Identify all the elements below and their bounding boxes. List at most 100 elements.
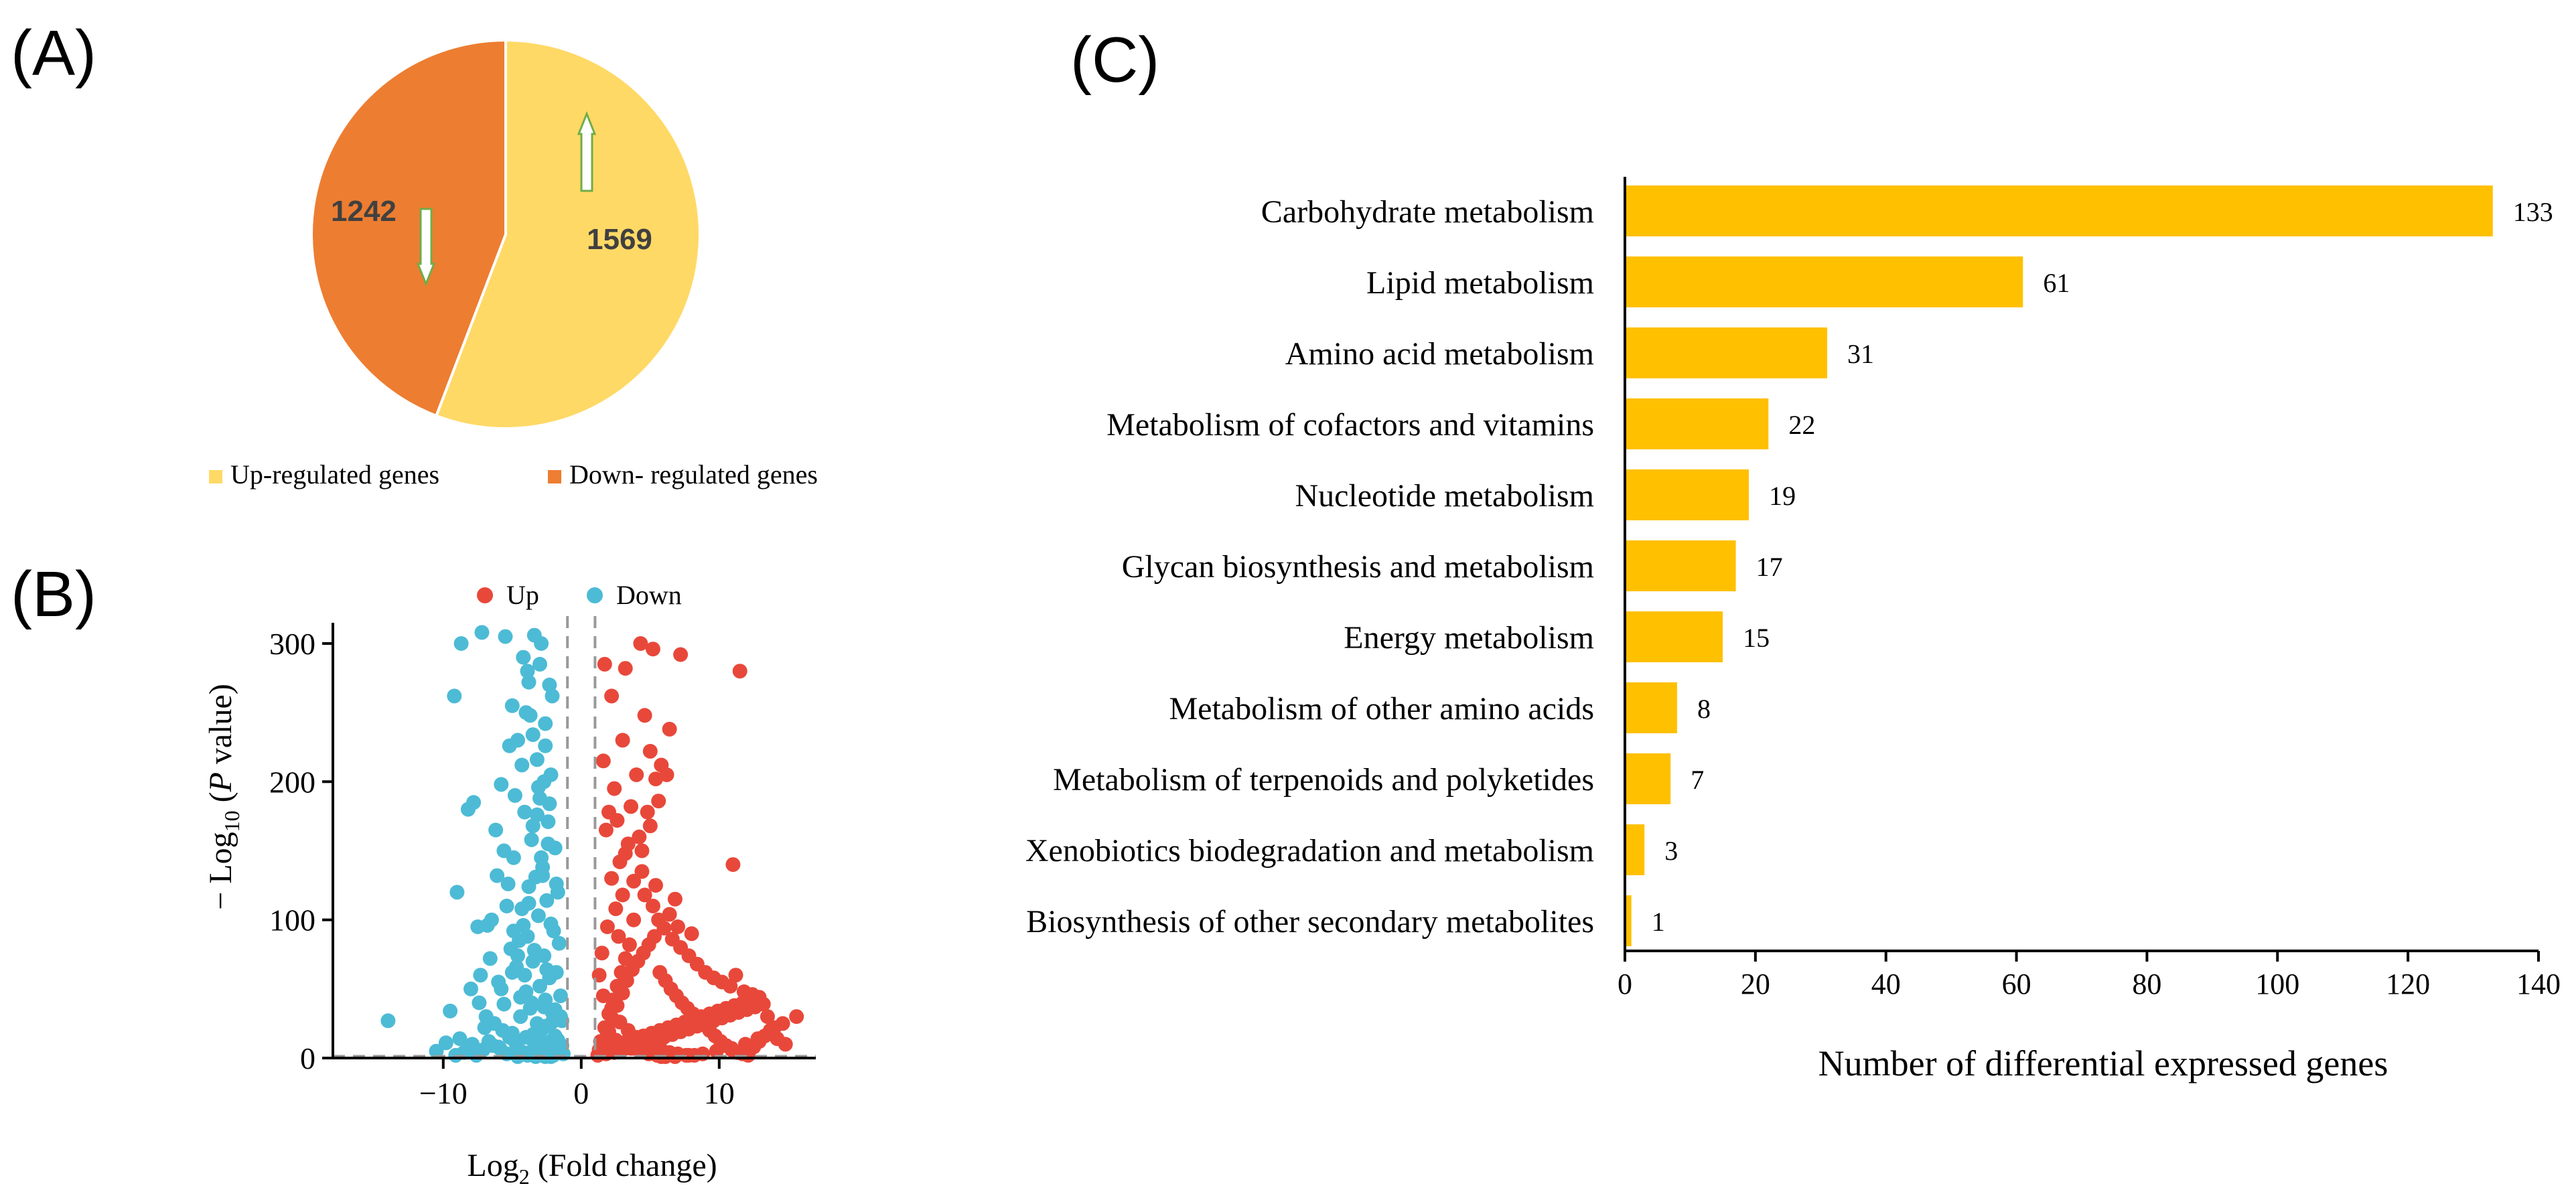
volcano-point-down xyxy=(472,995,487,1010)
volcano-point-up xyxy=(725,857,741,873)
volcano-point-up xyxy=(618,846,633,861)
volcano-y-tick-label: 200 xyxy=(269,765,315,799)
volcano-point-down xyxy=(545,688,560,704)
volcano-y-label: − Log10 (P value) xyxy=(203,684,244,910)
volcano-point-down xyxy=(453,636,469,651)
volcano-point-up xyxy=(640,804,655,820)
volcano-x-tick-label: 10 xyxy=(704,1076,735,1110)
volcano-point-up xyxy=(662,907,677,922)
bar-category-label: Metabolism of terpenoids and polyketides xyxy=(1053,762,1594,798)
bar-category-label: Metabolism of cofactors and vitamins xyxy=(1106,407,1594,443)
volcano-point-down xyxy=(498,629,513,644)
volcano-point-down xyxy=(438,1035,453,1051)
volcano-point-up xyxy=(597,656,612,672)
volcano-point-up xyxy=(633,636,648,651)
volcano-point-up xyxy=(618,951,633,966)
volcano-point-down xyxy=(525,727,541,743)
volcano-point-down xyxy=(496,996,512,1012)
volcano-point-down xyxy=(520,664,535,679)
volcano-point-up xyxy=(662,721,677,737)
pie-chart: 1569 1242 xyxy=(310,38,701,430)
bar-value-label: 15 xyxy=(1743,623,1770,653)
volcano-point-up xyxy=(634,843,650,858)
volcano-point-down xyxy=(490,868,505,883)
volcano-point-down xyxy=(447,688,462,704)
volcano-legend-up-dot xyxy=(477,587,493,603)
pie-legend: Up-regulated genes Down- regulated genes xyxy=(209,459,818,490)
volcano-point-up xyxy=(608,901,624,917)
bar xyxy=(1625,824,1645,875)
bar-chart: Carbohydrate metabolism 133 Lipid metaboli… xyxy=(1025,177,2561,1000)
legend-label-up: Up-regulated genes xyxy=(230,459,439,490)
volcano-point-down xyxy=(521,895,536,911)
volcano-point-up xyxy=(642,743,658,759)
volcano-point-up xyxy=(642,818,658,834)
volcano-point-up xyxy=(778,1037,793,1052)
volcano-point-down xyxy=(504,698,520,713)
volcano-point-down xyxy=(513,1009,528,1025)
legend-swatch-down xyxy=(548,470,561,483)
volcano-point-down xyxy=(538,738,553,753)
pie-slice-down xyxy=(310,38,507,418)
volcano-point-up xyxy=(645,899,660,913)
volcano-point-up xyxy=(615,986,630,1000)
volcano-point-down xyxy=(429,1043,444,1059)
volcano-point-down xyxy=(518,705,534,721)
volcano-point-down xyxy=(532,656,547,672)
volcano-point-down xyxy=(541,814,556,830)
down-arrow-icon xyxy=(416,208,436,287)
volcano-x-tick-label: −10 xyxy=(419,1076,468,1110)
volcano-point-down xyxy=(509,1037,524,1052)
volcano-point-down xyxy=(517,968,532,983)
volcano-point-up xyxy=(667,891,683,907)
bar-category-label: Xenobiotics biodegradation and metabolis… xyxy=(1025,833,1594,869)
volcano-point-down xyxy=(452,1031,468,1047)
bar-value-label: 7 xyxy=(1691,765,1704,795)
volcano-point-up xyxy=(622,937,637,952)
volcano-y-tick-label: 100 xyxy=(269,903,315,937)
volcano-point-down xyxy=(536,999,552,1015)
legend-swatch-up xyxy=(209,470,222,483)
bar xyxy=(1625,682,1677,733)
volcano-point-up xyxy=(732,664,747,679)
volcano-point-down xyxy=(380,1013,396,1029)
volcano-point-up xyxy=(728,968,743,983)
volcano-point-up xyxy=(637,887,652,903)
volcano-axes: 0 100 200 300 −10 0 10 xyxy=(269,616,816,1110)
panel-label-a: (A) xyxy=(11,17,96,89)
volcano-point-down xyxy=(504,965,520,980)
bar-value-label: 17 xyxy=(1756,552,1783,582)
volcano-point-down xyxy=(500,877,516,891)
volcano-point-down xyxy=(491,1039,506,1055)
volcano-point-up xyxy=(601,1024,616,1039)
volcano-point-up xyxy=(756,996,771,1012)
volcano-point-down xyxy=(488,822,504,838)
volcano-point-up xyxy=(595,1038,611,1053)
bar xyxy=(1625,256,2023,307)
volcano-legend-down-dot xyxy=(587,587,603,603)
volcano-point-down xyxy=(494,981,509,996)
volcano-point-up xyxy=(604,688,620,704)
pie-label-up: 1569 xyxy=(587,223,652,256)
volcano-point-down xyxy=(524,995,539,1010)
volcano-point-down xyxy=(534,850,549,865)
bar-category-label: Energy metabolism xyxy=(1344,620,1594,656)
volcano-point-down xyxy=(502,738,517,753)
volcano-point-down xyxy=(521,879,536,895)
volcano-point-up xyxy=(637,708,652,723)
volcano-point-up xyxy=(634,864,650,879)
bar-x-tick-label: 40 xyxy=(1871,968,1901,1000)
volcano-point-up xyxy=(745,987,760,1002)
volcano-x-label: Log2 (Fold change) xyxy=(467,1148,717,1189)
volcano-point-down xyxy=(482,951,498,966)
volcano-point-up xyxy=(595,988,611,1004)
volcano-point-down xyxy=(496,843,512,858)
volcano-point-up xyxy=(775,1016,790,1031)
volcano-point-down xyxy=(516,650,531,665)
bar-category-label: Metabolism of other amino acids xyxy=(1169,691,1594,727)
volcano-point-up xyxy=(607,781,622,796)
volcano-point-up xyxy=(595,753,611,769)
bar-category-label: Lipid metabolism xyxy=(1366,265,1594,301)
volcano-point-up xyxy=(624,799,638,814)
